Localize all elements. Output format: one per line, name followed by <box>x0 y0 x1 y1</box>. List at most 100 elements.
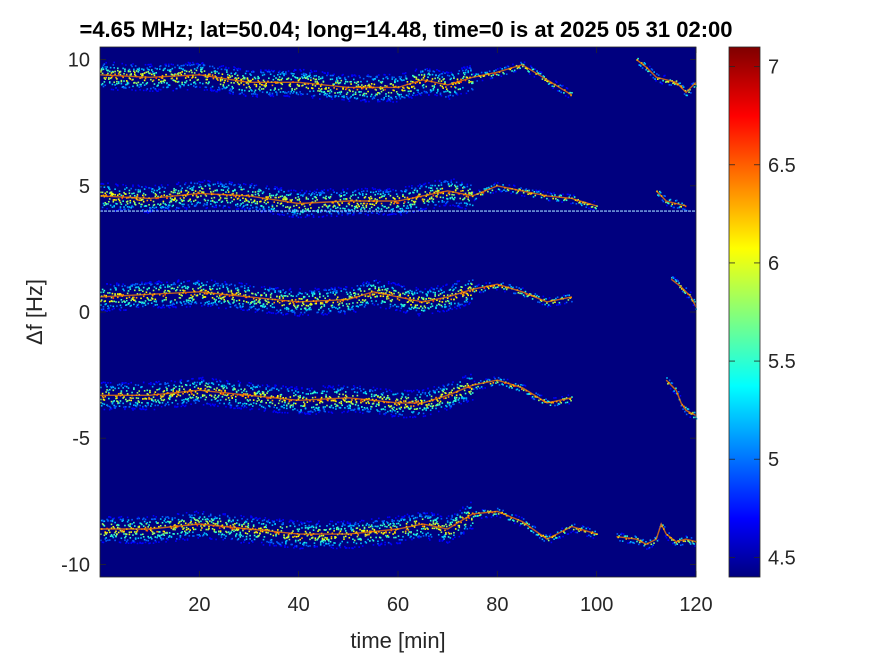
signal-pixel <box>131 391 133 394</box>
signal-pixel <box>148 398 150 400</box>
signal-pixel <box>339 93 342 95</box>
signal-pixel <box>460 190 462 192</box>
signal-pixel <box>346 188 349 190</box>
signal-pixel <box>225 398 227 401</box>
signal-pixel <box>171 394 174 396</box>
signal-pixel <box>113 81 116 84</box>
signal-pixel <box>398 284 401 287</box>
signal-pixel <box>252 385 255 388</box>
signal-pixel <box>317 82 319 84</box>
signal-pixel <box>297 93 300 96</box>
signal-pixel <box>319 191 322 194</box>
signal-pixel <box>443 204 445 207</box>
signal-pixel <box>543 298 546 301</box>
signal-pixel <box>552 87 554 90</box>
signal-pixel <box>309 399 311 402</box>
signal-pixel <box>361 87 363 90</box>
signal-pixel <box>348 401 351 403</box>
signal-pixel <box>151 209 154 211</box>
signal-pixel <box>298 84 301 87</box>
signal-pixel <box>267 80 269 83</box>
signal-pixel <box>170 73 173 76</box>
signal-pixel <box>201 376 204 379</box>
signal-pixel <box>237 293 240 296</box>
signal-pixel <box>296 305 299 308</box>
signal-pixel <box>419 92 421 95</box>
signal-pixel <box>297 193 300 196</box>
signal-pixel <box>185 207 188 209</box>
signal-pixel <box>538 72 540 75</box>
signal-pixel <box>293 68 296 71</box>
signal-pixel <box>378 100 381 103</box>
signal-pixel <box>355 401 358 404</box>
signal-pixel <box>408 192 411 195</box>
signal-pixel <box>459 197 461 200</box>
signal-pixel <box>264 288 267 291</box>
signal-pixel <box>224 205 226 207</box>
signal-pixel <box>198 180 200 183</box>
signal-pixel <box>133 73 136 76</box>
signal-pixel <box>445 71 448 73</box>
signal-pixel <box>335 82 337 84</box>
signal-pixel <box>213 201 216 203</box>
signal-pixel <box>243 284 246 287</box>
signal-pixel <box>193 68 196 70</box>
signal-pixel <box>262 303 265 306</box>
signal-pixel <box>462 304 465 307</box>
signal-pixel <box>214 300 217 302</box>
signal-pixel <box>229 76 232 78</box>
signal-pixel <box>314 396 317 399</box>
signal-pixel <box>176 405 179 408</box>
signal-pixel <box>161 74 164 77</box>
signal-pixel <box>512 63 514 66</box>
signal-pixel <box>302 296 305 299</box>
signal-pixel <box>244 291 247 293</box>
signal-pixel <box>548 199 551 202</box>
signal-pixel <box>243 289 246 292</box>
signal-pixel <box>161 299 164 302</box>
signal-pixel <box>156 283 158 285</box>
signal-pixel <box>386 287 389 290</box>
signal-pixel <box>452 204 454 207</box>
signal-pixel <box>330 287 333 289</box>
signal-pixel <box>106 385 108 388</box>
signal-pixel <box>182 68 184 70</box>
signal-pixel <box>327 90 329 92</box>
signal-pixel <box>317 298 319 301</box>
signal-pixel <box>343 385 345 387</box>
signal-pixel <box>325 395 327 398</box>
signal-pixel <box>251 89 253 92</box>
signal-pixel <box>176 403 179 405</box>
signal-pixel <box>229 404 232 406</box>
signal-pixel <box>219 80 222 82</box>
signal-pixel <box>259 385 261 388</box>
signal-pixel <box>319 293 321 296</box>
signal-pixel <box>438 73 441 76</box>
signal-pixel <box>412 75 415 78</box>
signal-pixel <box>251 306 253 308</box>
signal-pixel <box>327 312 330 314</box>
signal-pixel <box>387 282 390 285</box>
signal-pixel <box>250 403 252 406</box>
signal-pixel <box>157 84 159 86</box>
signal-pixel <box>207 82 209 85</box>
signal-pixel <box>159 387 161 390</box>
signal-pixel <box>162 80 165 83</box>
signal-pixel <box>307 304 310 307</box>
signal-pixel <box>202 63 205 66</box>
signal-pixel <box>225 183 227 185</box>
signal-pixel <box>194 398 197 401</box>
signal-pixel <box>347 306 350 308</box>
signal-pixel <box>394 200 396 203</box>
signal-pixel <box>301 386 303 389</box>
signal-pixel <box>214 280 217 283</box>
signal-pixel <box>407 95 410 97</box>
signal-pixel <box>151 399 154 402</box>
signal-pixel <box>153 72 156 75</box>
signal-pixel <box>325 204 327 207</box>
signal-pixel <box>220 183 223 185</box>
signal-pixel <box>192 288 194 290</box>
signal-pixel <box>179 289 182 292</box>
signal-pixel <box>454 91 456 93</box>
signal-pixel <box>111 385 114 388</box>
